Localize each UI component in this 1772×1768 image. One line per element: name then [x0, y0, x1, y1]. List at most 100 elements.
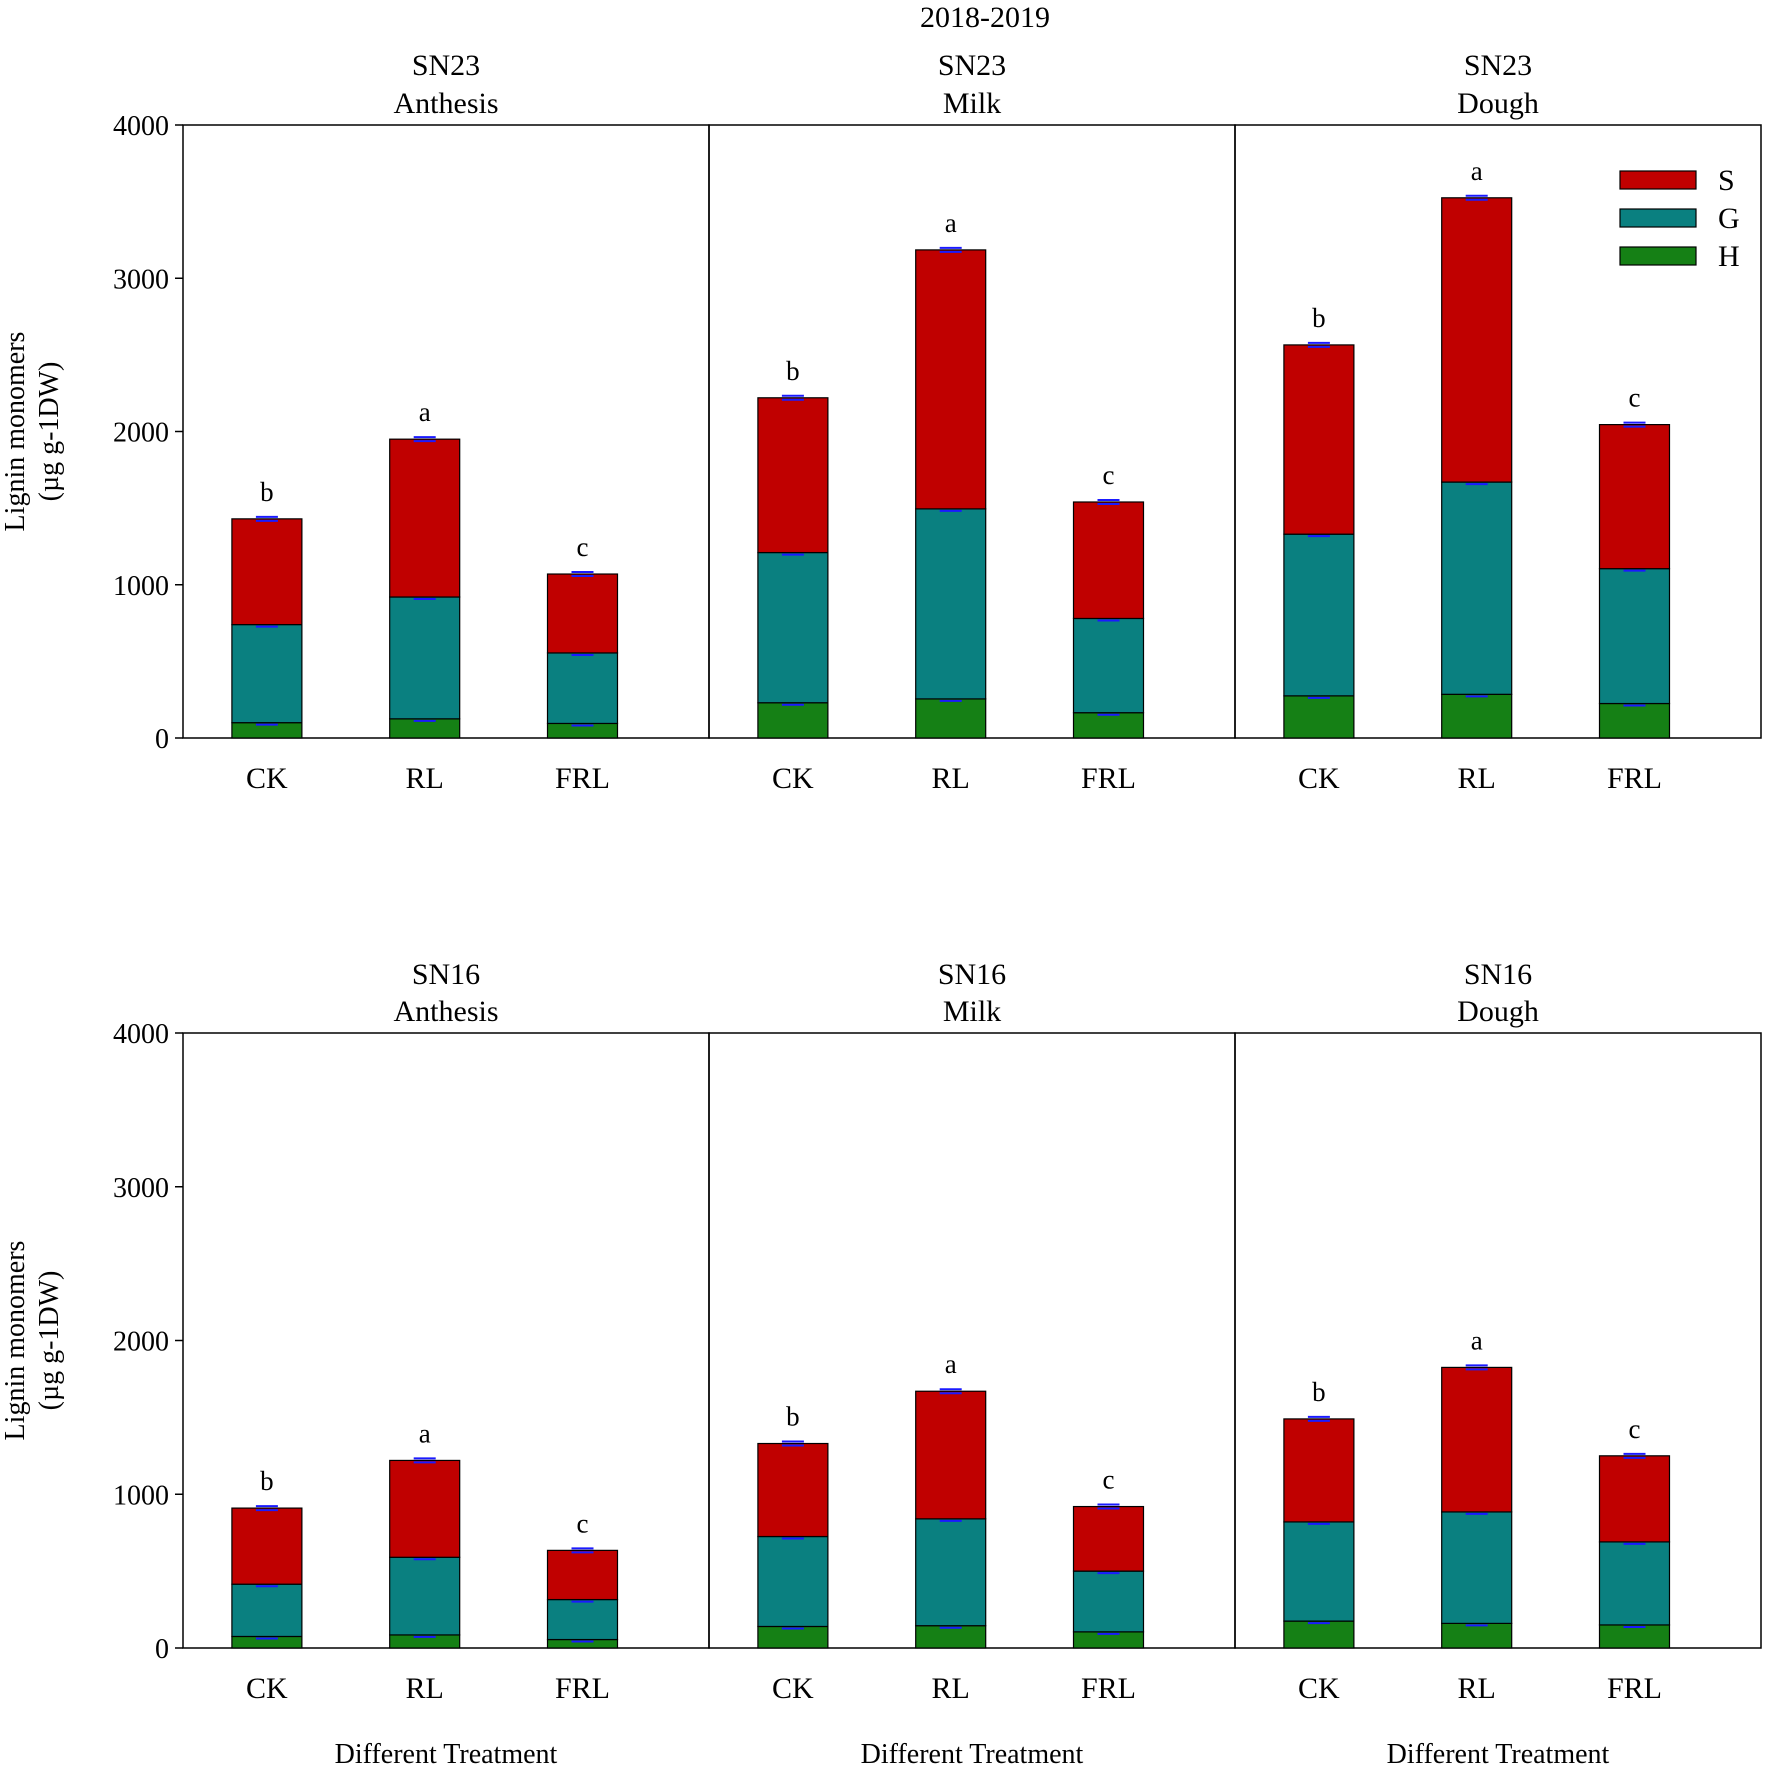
significance-letter-s: b — [786, 356, 800, 386]
x-tick-label: RL — [406, 762, 444, 795]
x-tick-label: FRL — [555, 1672, 610, 1705]
bar-segment-s — [1598, 424, 1671, 570]
bar-segment-h — [1441, 1622, 1513, 1649]
bar-segment-s — [915, 249, 987, 510]
significance-letter-s: a — [945, 1349, 957, 1379]
significance-letter-s: c — [1103, 460, 1115, 490]
legend-label-g: G — [1718, 202, 1740, 235]
panel-title-cultivar: SN23 — [412, 49, 480, 82]
x-axis-label: Different Treatment — [1387, 1739, 1610, 1768]
bar-segment-s — [389, 1459, 461, 1558]
bar-segment-s — [757, 1442, 829, 1538]
bar-segment-h — [1072, 712, 1145, 739]
y-axis-label-units: (µg g-1DW) — [34, 1271, 65, 1411]
significance-letter-s: c — [577, 1508, 589, 1538]
x-tick-label: FRL — [1607, 762, 1662, 795]
bar-segment-h — [915, 1625, 987, 1649]
y-tick-label: 0 — [155, 1634, 169, 1665]
significance-letter-s: c — [1629, 383, 1641, 413]
x-tick-label: RL — [406, 1672, 444, 1705]
significance-letter-s: b — [786, 1402, 800, 1432]
significance-letter-s: a — [1471, 1325, 1483, 1355]
y-tick-label: 2000 — [113, 1327, 169, 1358]
y-tick-label: 1000 — [113, 1480, 169, 1511]
bar-segment-h — [1598, 1624, 1671, 1649]
significance-letter-s: c — [577, 532, 589, 562]
x-tick-label: FRL — [1607, 1672, 1662, 1705]
legend-swatch-g — [1619, 208, 1697, 228]
bar-segment-s — [1072, 1505, 1145, 1572]
x-tick-label: CK — [246, 762, 288, 795]
figure-title: 2018-2019 — [920, 1, 1050, 34]
bar-segment-g — [1441, 481, 1513, 695]
x-tick-label: FRL — [555, 762, 610, 795]
panel-title-stage: Milk — [943, 87, 1001, 120]
significance-letter-s: b — [260, 477, 274, 507]
bar-segment-g — [1598, 568, 1671, 705]
bar-segment-g — [1441, 1511, 1513, 1625]
bar-segment-g — [757, 551, 829, 704]
significance-letter-s: a — [945, 208, 957, 238]
bar-segment-s — [231, 1507, 303, 1585]
y-axis-label-units: (µg g-1DW) — [34, 362, 65, 502]
y-tick-label: 1000 — [113, 571, 169, 602]
bar-segment-g — [389, 1556, 461, 1636]
bar-segment-h — [1283, 695, 1355, 739]
bar-segment-g — [757, 1535, 829, 1628]
bar-segment-s — [1441, 197, 1513, 483]
x-tick-label: CK — [1298, 1672, 1340, 1705]
significance-letter-s: c — [1629, 1414, 1641, 1444]
x-axis-label: Different Treatment — [861, 1739, 1084, 1768]
bar-segment-s — [231, 518, 303, 626]
bar-segment-h — [1441, 693, 1513, 739]
bar-segment-h — [1283, 1620, 1355, 1649]
legend-label-s: S — [1718, 164, 1735, 197]
legend-swatch-s — [1619, 170, 1697, 190]
bar-segment-g — [231, 1583, 303, 1638]
y-tick-label: 0 — [155, 724, 169, 755]
panel-title-stage: Anthesis — [394, 87, 499, 120]
significance-letter-s: b — [1312, 303, 1326, 333]
significance-letter-s: b — [1312, 1377, 1326, 1407]
bar-segment-g — [231, 623, 303, 724]
x-tick-label: CK — [772, 1672, 814, 1705]
significance-letter-s: a — [419, 1418, 431, 1448]
y-tick-label: 2000 — [113, 418, 169, 449]
y-tick-label: 4000 — [113, 1019, 169, 1050]
significance-letter-s: a — [1471, 156, 1483, 186]
x-tick-label: CK — [772, 762, 814, 795]
significance-letter-s: b — [260, 1466, 274, 1496]
bar-segment-g — [1072, 1570, 1145, 1633]
y-tick-label: 3000 — [113, 1173, 169, 1204]
bar-segment-h — [915, 698, 987, 739]
bar-segment-s — [1283, 344, 1355, 535]
bar-segment-s — [389, 438, 461, 598]
bar-segment-g — [389, 596, 461, 720]
y-axis-label: Lignin monomers — [0, 332, 31, 532]
x-tick-label: RL — [1458, 762, 1496, 795]
legend-swatch-h — [1619, 246, 1697, 266]
x-tick-label: CK — [1298, 762, 1340, 795]
bar-segment-g — [546, 1598, 619, 1641]
bar-segment-s — [915, 1390, 987, 1520]
legend-label-h: H — [1718, 240, 1740, 273]
y-tick-label: 4000 — [113, 111, 169, 142]
bar-segment-s — [1441, 1366, 1513, 1513]
bar-segment-s — [1598, 1455, 1671, 1543]
x-axis-label: Different Treatment — [335, 1739, 558, 1768]
x-tick-label: RL — [1458, 1672, 1496, 1705]
bar-segment-g — [1598, 1541, 1671, 1626]
panel-title-stage: Dough — [1457, 995, 1539, 1028]
bar-segment-s — [1283, 1418, 1355, 1523]
x-tick-label: CK — [246, 1672, 288, 1705]
bar-segment-s — [757, 397, 829, 554]
y-axis-label: Lignin monomers — [0, 1241, 31, 1441]
panel-title-stage: Milk — [943, 995, 1001, 1028]
x-tick-label: FRL — [1081, 762, 1136, 795]
bar-segment-g — [1283, 533, 1355, 697]
panel-title-stage: Dough — [1457, 87, 1539, 120]
x-tick-label: RL — [932, 762, 970, 795]
bar-segment-g — [546, 652, 619, 725]
bar-segment-s — [1072, 501, 1145, 620]
